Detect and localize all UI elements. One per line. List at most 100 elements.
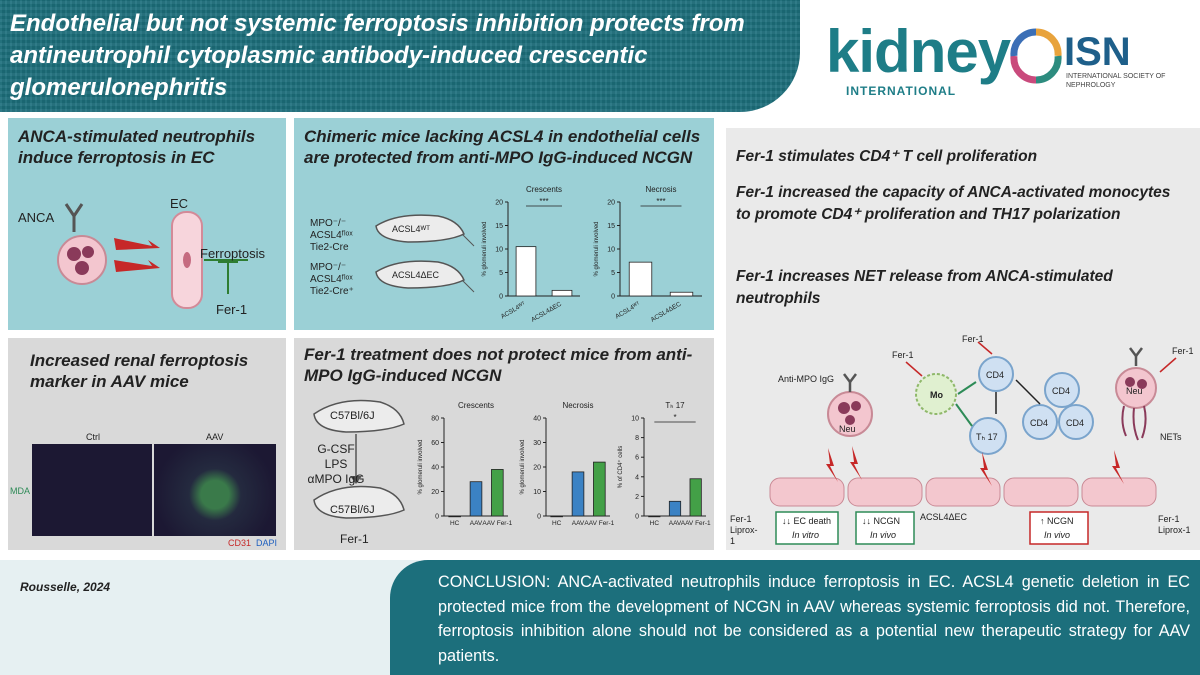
box-ncgn-increase	[1029, 511, 1089, 545]
y-tick-label: 2	[635, 494, 639, 501]
kidney-international-sub: INTERNATIONAL	[846, 84, 957, 98]
panel3-title: Increased renal ferroptosis marker in AA…	[30, 351, 249, 391]
strain-label-top: C57Bl/6J	[330, 410, 375, 422]
poster-title: Endothelial but not systemic ferroptosis…	[10, 10, 745, 101]
mouse2-genotype: MPO⁻/⁻ ACSL4ᶠˡᵒˣ Tie2-Cre⁺	[310, 262, 354, 297]
neu-label-left: Neu	[839, 424, 856, 434]
y-tick-label: 5	[611, 270, 615, 277]
anti-mpo-label: Anti-MPO IgG	[778, 374, 835, 384]
author-citation: Rousselle, 2024	[20, 580, 111, 594]
y-axis-label: % of CD4⁺ cells	[617, 446, 624, 489]
y-tick-label: 0	[499, 294, 503, 301]
endothelium-icon	[769, 477, 1157, 507]
ctrl-micrograph	[32, 444, 152, 536]
panel1-title: ANCA-stimulated neutrophils induce ferro…	[18, 127, 256, 167]
y-axis-label: % glomeruli involved	[520, 439, 526, 494]
ec-label: EC	[170, 196, 189, 211]
x-tick-label: AAV Fer-1	[681, 520, 711, 527]
mouse2-body-label: ACSL4ΔEC	[392, 270, 440, 280]
box-ec-death	[775, 511, 839, 545]
immune-mechanism-diagram	[769, 341, 1177, 545]
bar	[491, 469, 504, 517]
chart-title: Necrosis	[645, 185, 676, 194]
significance-label: ***	[539, 197, 548, 206]
y-tick-label: 20	[431, 489, 439, 496]
nets-label: NETs	[1160, 432, 1182, 442]
y-tick-label: 15	[495, 223, 503, 230]
box1-line1: ↓↓ EC death	[782, 516, 832, 526]
y-tick-label: 0	[611, 294, 615, 301]
bar	[448, 515, 461, 518]
box3-line2: In vivo	[1044, 530, 1071, 540]
dapi-label: DAPI	[256, 538, 278, 548]
box2-line2: In vivo	[870, 530, 897, 540]
bar	[648, 515, 661, 518]
box2-line1: ↓↓ NCGN	[862, 516, 900, 526]
box3-line1: ↑ NCGN	[1040, 516, 1074, 526]
footer-left	[0, 560, 420, 675]
chart-th17-fer1: Tₕ 17 % of CD4⁺ cells 0 2 4 6 8 10 HC AAV AAV Fer-…	[617, 401, 711, 527]
x-tick-label: HC	[650, 520, 660, 527]
neu-label-right: Neu	[1126, 386, 1143, 396]
x-tick-label: AAV	[669, 520, 682, 527]
significance-label: *	[673, 413, 676, 422]
ros-arrow-icons	[114, 238, 160, 272]
x-tick-label: AAV Fer-1	[482, 520, 512, 527]
chart-crescents-fer1: Crescents % glomeruli involved 0 20 40 60 80 HC…	[418, 401, 513, 527]
bar	[668, 500, 682, 517]
bar	[515, 246, 537, 297]
aav-micrograph	[154, 444, 276, 536]
x-tick-label: ACSL4ΔEC	[530, 301, 563, 324]
fer1-cd4-label: Fer-1	[962, 334, 984, 344]
y-tick-label: 30	[533, 440, 541, 447]
acsl4-label: ACSL4ΔEC	[920, 512, 968, 522]
y-tick-label: 20	[533, 465, 541, 472]
fer1-mo-label: Fer-1	[892, 350, 914, 360]
anca-antibody-icon	[64, 203, 84, 232]
strain-label-bottom: C57Bl/6J	[330, 504, 375, 516]
y-tick-label: 0	[635, 514, 639, 521]
anca-label: ANCA	[18, 210, 55, 225]
y-tick-label: 6	[635, 455, 639, 462]
ctrl-label: Ctrl	[86, 432, 100, 442]
cd4-label-2: CD4	[1052, 386, 1071, 396]
right-drugs: Fer-1 Liprox-1	[1158, 514, 1191, 535]
x-tick-label: ACSL4ᵂᵀ	[614, 301, 641, 321]
aav-label: AAV	[206, 432, 224, 442]
mda-label: MDA	[10, 486, 30, 496]
mouse-icons	[375, 214, 475, 293]
box-ncgn-protect	[855, 511, 915, 545]
x-tick-label: AAV	[572, 520, 585, 527]
chart-title: Tₕ 17	[665, 401, 685, 410]
finding-1: Fer-1 stimulates CD4⁺ T cell proliferati…	[736, 148, 1038, 165]
kidney-international-logo: kidney	[826, 18, 1011, 85]
y-axis-label: % glomeruli involved	[482, 221, 488, 276]
c57-mouse-icons	[313, 399, 405, 519]
finding-3: Fer-1 increases NET release from ANCA-st…	[736, 268, 1113, 307]
isn-logo-sub: INTERNATIONAL SOCIETY OF NEPHROLOGY	[1066, 73, 1166, 89]
bar	[550, 515, 563, 518]
cd4-label-3: CD4	[1030, 418, 1049, 428]
bar	[669, 291, 694, 297]
panel4-title: Fer-1 treatment does not protect mice fr…	[304, 345, 693, 385]
y-tick-label: 4	[635, 474, 639, 481]
y-tick-label: 15	[607, 223, 615, 230]
y-tick-label: 5	[499, 270, 503, 277]
y-tick-label: 40	[431, 465, 439, 472]
box1-line2: In vitro	[792, 530, 820, 540]
y-tick-label: 40	[533, 416, 541, 423]
fer1-neu-label: Fer-1	[1172, 346, 1194, 356]
isn-logo: ISN	[1064, 30, 1131, 74]
chart-necrosis-acsl4: Necrosis % glomeruli involved 0 5 10 15 20 ACSL…	[594, 185, 702, 324]
finding-2: Fer-1 increased the capacity of ANCA-act…	[736, 184, 1171, 223]
panel2-title: Chimeric mice lacking ACSL4 in endotheli…	[304, 127, 701, 167]
y-tick-label: 20	[495, 200, 503, 207]
bar	[551, 289, 573, 297]
neutrophil-net-icon	[1115, 347, 1157, 441]
x-tick-label: AAV Fer-1	[584, 520, 614, 527]
neutrophil-icon	[57, 235, 107, 285]
chart-crescents-acsl4: Crescents % glomeruli involved 0 5 10 15 20 ACS…	[482, 185, 580, 324]
ferroptosis-label: Ferroptosis	[200, 246, 266, 261]
chart-title: Crescents	[526, 185, 562, 194]
bar	[628, 261, 653, 297]
